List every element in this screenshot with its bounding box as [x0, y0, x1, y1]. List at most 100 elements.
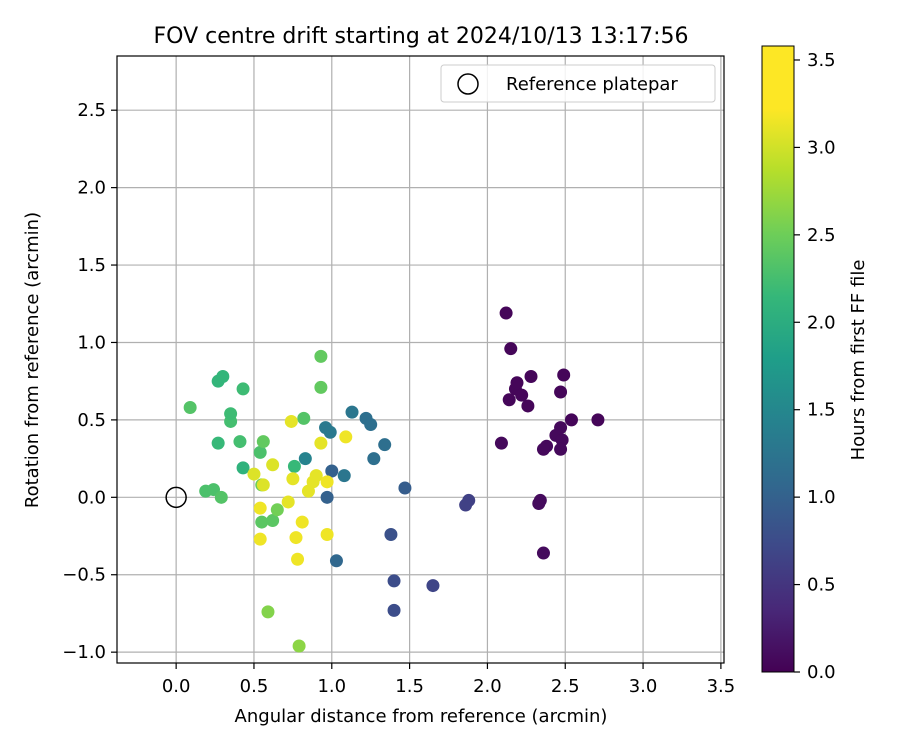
scatter-point	[494, 436, 508, 450]
colorbar-tick-label: 2.5	[807, 225, 836, 246]
scatter-point	[345, 405, 359, 419]
scatter-point	[364, 418, 378, 432]
scatter-point	[591, 413, 605, 427]
scatter-point	[292, 639, 306, 653]
plot-background	[117, 56, 724, 663]
scatter-point	[499, 306, 513, 320]
scatter-point	[367, 452, 381, 466]
scatter-point	[253, 532, 267, 546]
y-tick-label: 1.5	[77, 255, 106, 276]
scatter-point	[536, 442, 550, 456]
colorbar-ticks: 0.0 0.5 1.0 1.5 2.0 2.5 3.0 3.5	[794, 50, 836, 683]
scatter-point	[387, 574, 401, 588]
chart-title: FOV centre drift starting at 2024/10/13 …	[154, 24, 689, 49]
scatter-point	[256, 478, 270, 492]
scatter-point	[236, 382, 250, 396]
scatter-point	[329, 554, 343, 568]
x-tick-label: 1.5	[395, 676, 424, 697]
scatter-point	[266, 458, 280, 472]
scatter-point	[314, 349, 328, 363]
scatter-point	[536, 546, 550, 560]
scatter-point	[183, 401, 197, 415]
scatter-point	[256, 435, 270, 449]
colorbar-tick-label: 0.0	[807, 662, 836, 683]
scatter-point	[339, 430, 353, 444]
grid-lines	[117, 56, 724, 663]
scatter-point	[295, 515, 309, 529]
scatter-point	[314, 436, 328, 450]
y-tick-label: 0.5	[77, 410, 106, 431]
reference-platepar-marker	[165, 486, 187, 509]
colorbar-tick-label: 3.0	[807, 137, 836, 158]
colorbar: 0.0 0.5 1.0 1.5 2.0 2.5 3.0 3.5 Hours from firs…	[761, 45, 869, 683]
y-tick-label: −1.0	[62, 642, 106, 663]
scatter-point	[515, 388, 529, 402]
scatter-point	[323, 425, 337, 439]
y-tick-label: −0.5	[62, 565, 106, 586]
x-tick-label: 2.5	[551, 676, 580, 697]
scatter-point	[284, 414, 298, 428]
scatter-point	[314, 380, 328, 394]
scatter-point	[504, 342, 518, 356]
scatter-point	[286, 472, 300, 486]
legend-box: Reference platepar	[440, 64, 716, 103]
colorbar-tick-label: 3.5	[807, 50, 836, 71]
colorbar-tick-label: 0.5	[807, 575, 836, 596]
scatter-point	[224, 407, 238, 421]
scatter-point	[236, 461, 250, 475]
scatter-point	[510, 376, 524, 390]
colorbar-tick-label: 1.0	[807, 487, 836, 508]
scatter-point	[320, 527, 334, 541]
scatter-point	[298, 452, 312, 466]
scatter-point	[309, 469, 323, 483]
y-tick-label: 2.5	[77, 100, 106, 121]
scatter-point	[291, 552, 305, 566]
y-tick-label: 2.0	[77, 178, 106, 199]
scatter-point	[211, 436, 225, 450]
scatter-point	[325, 464, 339, 478]
scatter-point	[387, 603, 401, 617]
scatter-point	[261, 605, 275, 619]
x-axis-ticks: 0.0 0.5 1.0 1.5 2.0 2.5 3.0 3.5	[162, 663, 735, 697]
scatter-point	[532, 497, 546, 511]
scatter-point	[320, 475, 334, 489]
colorbar-gradient	[761, 45, 795, 673]
scatter-points	[165, 306, 605, 653]
colorbar-tick-label: 1.5	[807, 400, 836, 421]
plot-area-frame	[116, 55, 725, 664]
y-axis-ticks: −1.0 −0.5 0.0 0.5 1.0 1.5 2.0 2.5	[62, 100, 117, 663]
scatter-point	[253, 501, 267, 515]
scatter-point	[337, 469, 351, 483]
scatter-point	[266, 514, 280, 528]
scatter-point	[426, 579, 440, 593]
x-axis-label: Angular distance from reference (arcmin)	[235, 706, 608, 727]
scatter-point	[255, 515, 269, 529]
scatter-point	[270, 503, 284, 517]
scatter-point	[320, 490, 334, 504]
scatter-point	[554, 442, 568, 456]
y-tick-label: 0.0	[77, 487, 106, 508]
scatter-point	[297, 411, 311, 425]
scatter-point	[289, 531, 303, 545]
x-tick-label: 2.0	[473, 676, 502, 697]
legend-marker-reference-platepar	[457, 73, 479, 95]
colorbar-label: Hours from first FF file	[848, 260, 869, 461]
x-tick-label: 0.5	[240, 676, 269, 697]
scatter-point	[378, 438, 392, 452]
x-tick-label: 3.5	[707, 676, 736, 697]
scatter-point	[287, 459, 301, 473]
scatter-point	[564, 413, 578, 427]
scatter-point	[398, 481, 412, 495]
scatter-point	[521, 399, 535, 413]
scatter-point	[253, 445, 267, 459]
scatter-point	[281, 495, 295, 509]
scatter-point	[247, 467, 261, 481]
scatter-point	[384, 527, 398, 541]
scatter-point	[216, 370, 230, 384]
colorbar-tick-label: 2.0	[807, 312, 836, 333]
scatter-point	[214, 490, 228, 504]
scatter-point	[554, 385, 568, 399]
scatter-point	[459, 498, 473, 512]
scatter-point	[557, 368, 571, 382]
